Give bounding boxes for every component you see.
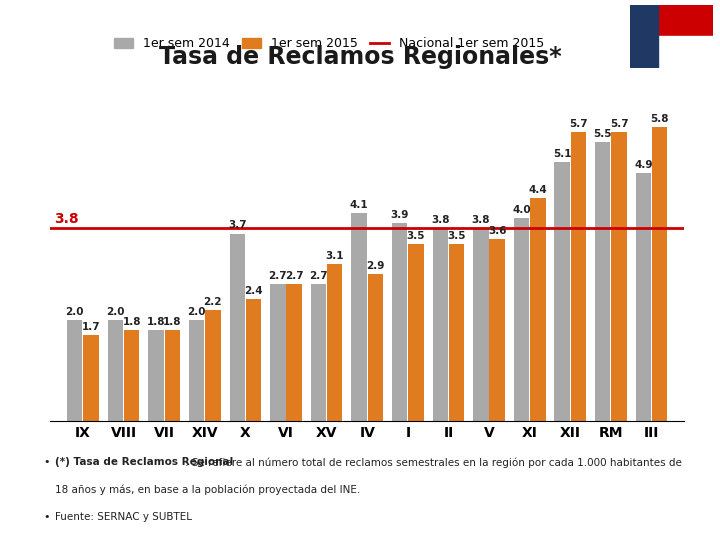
Text: 3.1: 3.1 <box>325 251 344 261</box>
Bar <box>108 320 123 421</box>
Bar <box>473 228 489 421</box>
Text: 2.7: 2.7 <box>309 271 328 281</box>
Bar <box>490 239 505 421</box>
Bar <box>311 284 326 421</box>
Text: 5.7: 5.7 <box>610 119 629 129</box>
Text: 2.7: 2.7 <box>269 271 287 281</box>
Text: 24: 24 <box>663 521 683 535</box>
Text: 2.7: 2.7 <box>285 271 303 281</box>
Text: 3.8: 3.8 <box>55 212 79 226</box>
Bar <box>611 132 626 421</box>
Text: 3.6: 3.6 <box>488 226 506 235</box>
Text: 4.9: 4.9 <box>634 160 652 170</box>
Bar <box>514 218 529 421</box>
Text: 5.5: 5.5 <box>593 129 612 139</box>
Text: : Se refiere al número total de reclamos semestrales en la región por cada 1.000: : Se refiere al número total de reclamos… <box>185 457 682 468</box>
Bar <box>287 284 302 421</box>
Bar <box>270 284 286 421</box>
Text: 5.8: 5.8 <box>650 114 669 124</box>
Bar <box>84 335 99 421</box>
Text: (*) Tasa de Reclamos Regional: (*) Tasa de Reclamos Regional <box>55 457 233 468</box>
Bar <box>351 213 366 421</box>
Bar <box>368 274 383 421</box>
Bar <box>595 142 611 421</box>
Bar <box>67 320 83 421</box>
Text: •: • <box>44 512 50 522</box>
Text: •: • <box>44 457 50 468</box>
Text: 3.7: 3.7 <box>228 220 246 231</box>
Text: 1.8: 1.8 <box>122 317 141 327</box>
Text: 4.4: 4.4 <box>528 185 547 195</box>
Bar <box>630 5 713 36</box>
Bar <box>630 5 658 68</box>
Bar <box>165 330 180 421</box>
Text: 2.0: 2.0 <box>66 307 84 316</box>
Text: 2.0: 2.0 <box>106 307 125 316</box>
Bar <box>124 330 140 421</box>
Bar <box>230 233 245 421</box>
Text: 3.8: 3.8 <box>472 215 490 225</box>
Bar <box>530 198 546 421</box>
Bar <box>449 244 464 421</box>
Bar <box>408 244 423 421</box>
Legend: 1er sem 2014, 1er sem 2015, Nacional 1er sem 2015: 1er sem 2014, 1er sem 2015, Nacional 1er… <box>109 32 549 56</box>
Text: 5.7: 5.7 <box>569 119 588 129</box>
Text: 4.1: 4.1 <box>350 200 369 210</box>
Text: 1.8: 1.8 <box>163 317 181 327</box>
Bar <box>189 320 204 421</box>
Text: 2.9: 2.9 <box>366 261 384 271</box>
Text: 3.9: 3.9 <box>390 210 409 220</box>
Bar <box>652 127 667 421</box>
Text: 2.2: 2.2 <box>204 296 222 307</box>
Bar <box>554 163 570 421</box>
Text: 3.5: 3.5 <box>447 231 466 241</box>
Text: 2.0: 2.0 <box>187 307 206 316</box>
Text: 1.8: 1.8 <box>147 317 166 327</box>
Bar <box>433 228 448 421</box>
Text: 3.5: 3.5 <box>407 231 426 241</box>
Text: 5.1: 5.1 <box>553 150 572 159</box>
Bar <box>148 330 163 421</box>
Text: 1.7: 1.7 <box>81 322 100 332</box>
Bar <box>636 173 651 421</box>
Text: Tasa de Reclamos Regionales*: Tasa de Reclamos Regionales* <box>158 45 562 69</box>
Bar <box>246 300 261 421</box>
Text: Fuente: SERNAC y SUBTEL: Fuente: SERNAC y SUBTEL <box>55 512 192 522</box>
Bar <box>571 132 586 421</box>
Bar <box>205 309 220 421</box>
Text: 18 años y más, en base a la población proyectada del INE.: 18 años y más, en base a la población pr… <box>55 485 360 495</box>
Text: 2.4: 2.4 <box>244 286 263 296</box>
Bar <box>630 36 713 68</box>
Bar <box>327 264 343 421</box>
Text: 3.8: 3.8 <box>431 215 449 225</box>
Bar <box>392 224 408 421</box>
Text: 4.0: 4.0 <box>512 205 531 215</box>
